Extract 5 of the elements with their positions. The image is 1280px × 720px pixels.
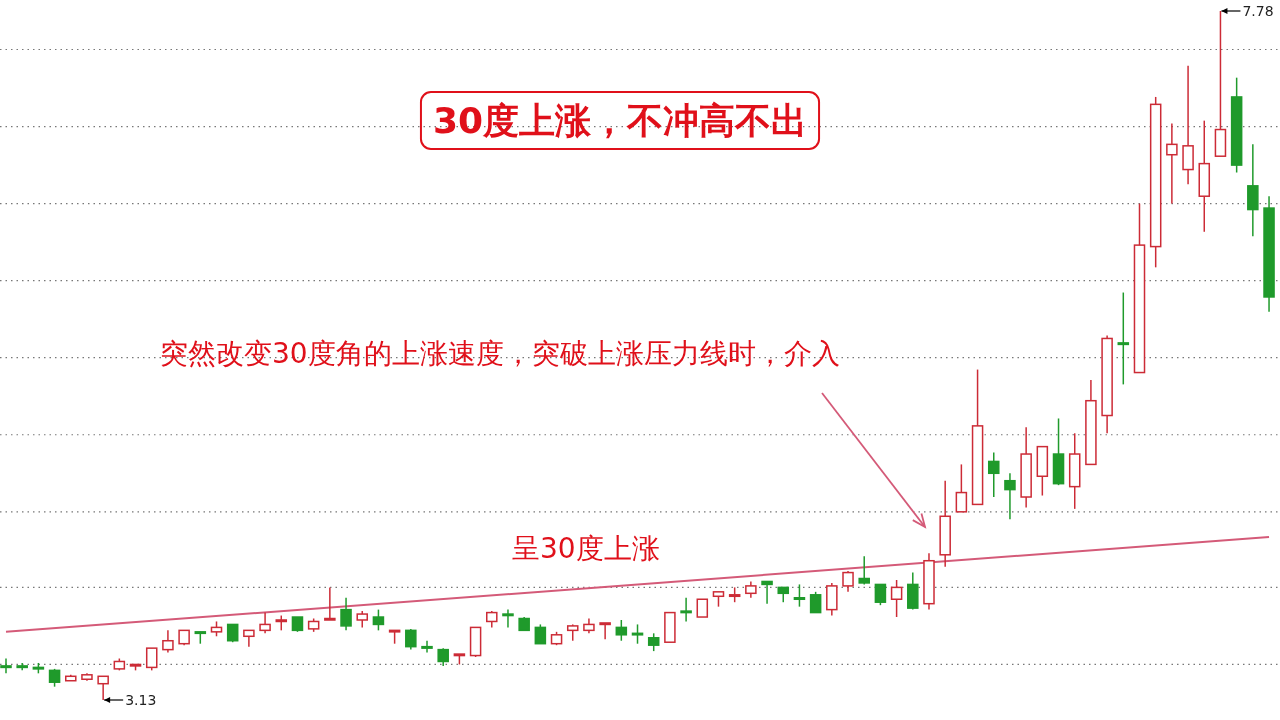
annotation: 7.78 (1242, 3, 1274, 19)
note: 突然改变30度角的上涨速度，突破上涨压力线时，介入 (160, 337, 840, 370)
annotation: 3.13 (125, 692, 157, 708)
title: 30度上涨，不冲高不出 (419, 91, 821, 150)
note: 呈30度上涨 (512, 532, 660, 565)
